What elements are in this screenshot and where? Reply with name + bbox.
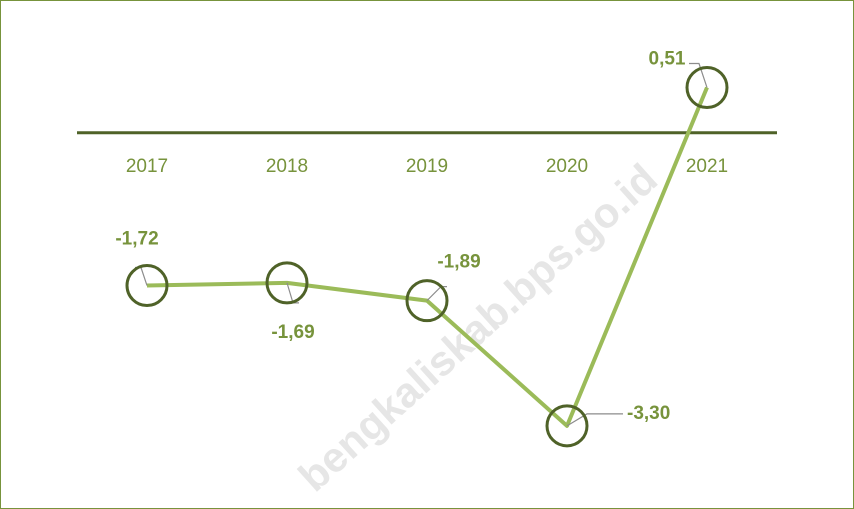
x-tick-label: 2021 <box>686 156 728 177</box>
leader-line <box>566 413 623 427</box>
marker <box>545 404 589 448</box>
data-label: -1,89 <box>437 252 480 273</box>
data-label: -1,72 <box>115 229 158 250</box>
data-label: -1,69 <box>271 322 314 343</box>
marker <box>685 66 729 110</box>
marker <box>125 264 169 308</box>
x-tick-label: 2017 <box>126 156 168 177</box>
data-label: 0,51 <box>649 49 686 70</box>
marker <box>265 261 309 305</box>
leader-line <box>689 62 708 88</box>
marker <box>405 279 449 323</box>
x-tick-label: 2019 <box>406 156 448 177</box>
x-tick-label: 2020 <box>546 156 588 177</box>
data-label: -3,30 <box>627 403 670 424</box>
x-tick-label: 2018 <box>266 156 308 177</box>
